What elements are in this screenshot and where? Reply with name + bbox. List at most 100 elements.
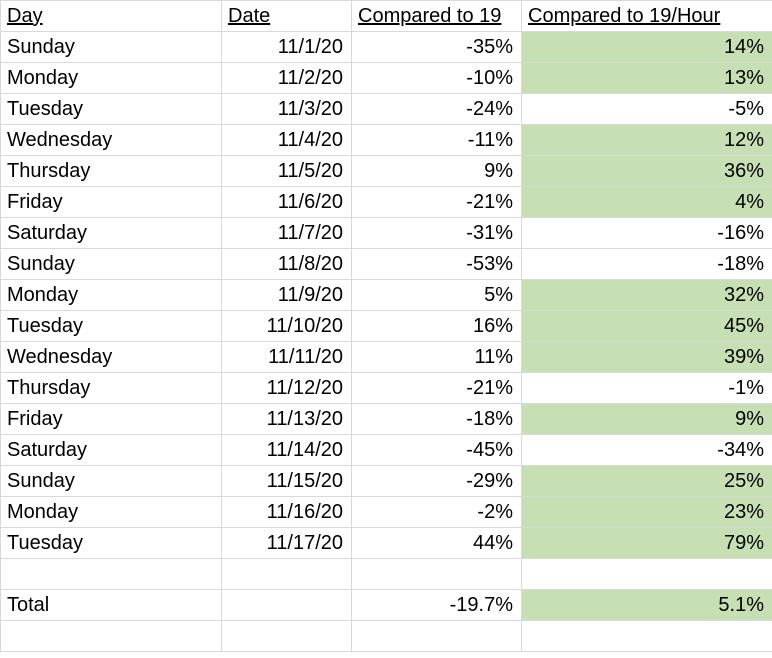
header-day[interactable]: Day (0, 0, 222, 32)
cell-compared-to-19-hour[interactable]: -34% (521, 434, 772, 466)
header-compared-to-19[interactable]: Compared to 19 (351, 0, 522, 32)
cell-compared-to-19[interactable]: 9% (351, 155, 522, 187)
cell-compared-to-19[interactable]: -35% (351, 31, 522, 63)
cell-compared-to-19-hour[interactable]: 9% (521, 403, 772, 435)
cell-compared-to-19[interactable]: 44% (351, 527, 522, 559)
table-row: Thursday 11/5/20 9% 36% (0, 155, 772, 187)
cell-compared-to-19-hour[interactable]: -5% (521, 93, 772, 125)
empty-cell[interactable] (521, 558, 772, 590)
table-row: Friday 11/6/20 -21% 4% (0, 186, 772, 218)
table-row: Tuesday 11/10/20 16% 45% (0, 310, 772, 342)
cell-compared-to-19-hour[interactable]: 39% (521, 341, 772, 373)
empty-cell[interactable] (351, 558, 522, 590)
total-compared-to-19-hour[interactable]: 5.1% (521, 589, 772, 621)
cell-compared-to-19[interactable]: -24% (351, 93, 522, 125)
cell-day[interactable]: Tuesday (0, 310, 222, 342)
cell-day[interactable]: Friday (0, 403, 222, 435)
cell-date[interactable]: 11/13/20 (221, 403, 352, 435)
cell-compared-to-19[interactable]: 16% (351, 310, 522, 342)
cell-day[interactable]: Thursday (0, 155, 222, 187)
empty-cell[interactable] (521, 620, 772, 652)
cell-compared-to-19-hour[interactable]: 79% (521, 527, 772, 559)
cell-compared-to-19-hour[interactable]: -18% (521, 248, 772, 280)
table-row: Saturday 11/14/20 -45% -34% (0, 434, 772, 466)
cell-compared-to-19[interactable]: -29% (351, 465, 522, 497)
cell-compared-to-19-hour[interactable]: 12% (521, 124, 772, 156)
cell-date[interactable]: 11/5/20 (221, 155, 352, 187)
cell-day[interactable]: Saturday (0, 434, 222, 466)
cell-compared-to-19[interactable]: 5% (351, 279, 522, 311)
cell-date[interactable]: 11/2/20 (221, 62, 352, 94)
header-compared-to-19-hour[interactable]: Compared to 19/Hour (521, 0, 772, 32)
cell-day[interactable]: Monday (0, 496, 222, 528)
empty-cell[interactable] (351, 620, 522, 652)
cell-date[interactable]: 11/4/20 (221, 124, 352, 156)
cell-day[interactable]: Monday (0, 279, 222, 311)
cell-date[interactable]: 11/14/20 (221, 434, 352, 466)
cell-compared-to-19[interactable]: -45% (351, 434, 522, 466)
cell-day[interactable]: Thursday (0, 372, 222, 404)
cell-date[interactable]: 11/6/20 (221, 186, 352, 218)
cell-date[interactable]: 11/15/20 (221, 465, 352, 497)
cell-compared-to-19[interactable]: 11% (351, 341, 522, 373)
cell-date[interactable]: 11/16/20 (221, 496, 352, 528)
cell-compared-to-19-hour[interactable]: 4% (521, 186, 772, 218)
cell-day[interactable]: Monday (0, 62, 222, 94)
cell-compared-to-19-hour[interactable]: -16% (521, 217, 772, 249)
cell-compared-to-19[interactable]: -18% (351, 403, 522, 435)
cell-day[interactable]: Wednesday (0, 124, 222, 156)
empty-cell[interactable] (0, 558, 222, 590)
cell-day[interactable]: Tuesday (0, 527, 222, 559)
cell-date[interactable]: 11/11/20 (221, 341, 352, 373)
cell-compared-to-19-hour[interactable]: 14% (521, 31, 772, 63)
cell-date[interactable]: 11/7/20 (221, 217, 352, 249)
cell-compared-to-19-hour[interactable]: -1% (521, 372, 772, 404)
cell-compared-to-19[interactable]: -21% (351, 186, 522, 218)
table-row: Friday 11/13/20 -18% 9% (0, 403, 772, 435)
cell-day[interactable]: Saturday (0, 217, 222, 249)
header-date[interactable]: Date (221, 0, 352, 32)
cell-date[interactable]: 11/8/20 (221, 248, 352, 280)
table-row: Monday 11/9/20 5% 32% (0, 279, 772, 311)
cell-date[interactable]: 11/3/20 (221, 93, 352, 125)
cell-date[interactable]: 11/9/20 (221, 279, 352, 311)
cell-day[interactable]: Sunday (0, 465, 222, 497)
table-row: Tuesday 11/3/20 -24% -5% (0, 93, 772, 125)
cell-day[interactable]: Sunday (0, 31, 222, 63)
cell-compared-to-19[interactable]: -21% (351, 372, 522, 404)
total-label[interactable]: Total (0, 589, 222, 621)
cell-day[interactable]: Sunday (0, 248, 222, 280)
table-row: Sunday 11/1/20 -35% 14% (0, 31, 772, 63)
cell-compared-to-19-hour[interactable]: 25% (521, 465, 772, 497)
cell-date[interactable]: 11/17/20 (221, 527, 352, 559)
cell-compared-to-19[interactable]: -11% (351, 124, 522, 156)
empty-cell[interactable] (221, 620, 352, 652)
cell-day[interactable]: Wednesday (0, 341, 222, 373)
cell-date[interactable]: 11/10/20 (221, 310, 352, 342)
blank-row (0, 558, 772, 590)
empty-cell[interactable] (221, 558, 352, 590)
cell-day[interactable]: Friday (0, 186, 222, 218)
cell-compared-to-19[interactable]: -53% (351, 248, 522, 280)
table-row: Sunday 11/8/20 -53% -18% (0, 248, 772, 280)
empty-cell[interactable] (0, 620, 222, 652)
cell-compared-to-19-hour[interactable]: 23% (521, 496, 772, 528)
table-row: Wednesday 11/4/20 -11% 12% (0, 124, 772, 156)
cell-compared-to-19-hour[interactable]: 13% (521, 62, 772, 94)
cell-compared-to-19-hour[interactable]: 45% (521, 310, 772, 342)
total-row: Total -19.7% 5.1% (0, 589, 772, 621)
cell-compared-to-19[interactable]: -10% (351, 62, 522, 94)
cell-date[interactable]: 11/12/20 (221, 372, 352, 404)
cell-compared-to-19[interactable]: -2% (351, 496, 522, 528)
table-row: Monday 11/2/20 -10% 13% (0, 62, 772, 94)
cell-compared-to-19-hour[interactable]: 36% (521, 155, 772, 187)
table-row: Thursday 11/12/20 -21% -1% (0, 372, 772, 404)
cell-date[interactable]: 11/1/20 (221, 31, 352, 63)
total-compared-to-19[interactable]: -19.7% (351, 589, 522, 621)
cell-compared-to-19[interactable]: -31% (351, 217, 522, 249)
empty-cell[interactable] (221, 589, 352, 621)
cell-compared-to-19-hour[interactable]: 32% (521, 279, 772, 311)
cell-day[interactable]: Tuesday (0, 93, 222, 125)
